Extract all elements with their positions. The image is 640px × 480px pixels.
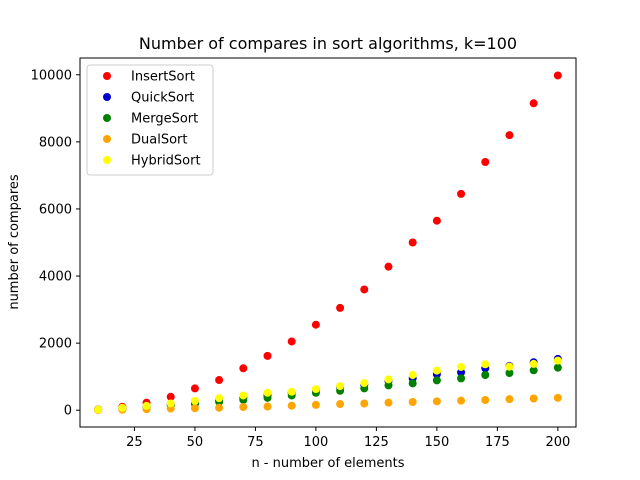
data-points xyxy=(94,71,562,415)
data-point xyxy=(481,396,490,404)
data-point xyxy=(311,385,320,394)
data-point xyxy=(239,364,248,373)
x-tick-label: 75 xyxy=(247,435,264,450)
data-point xyxy=(215,403,224,412)
data-point xyxy=(505,131,514,140)
data-point xyxy=(215,376,224,385)
x-tick-label: 200 xyxy=(545,435,570,450)
data-point xyxy=(384,398,393,407)
data-point xyxy=(190,396,199,405)
data-point xyxy=(190,384,199,393)
chart-title: Number of compares in sort algorithms, k… xyxy=(139,34,517,53)
data-point xyxy=(432,216,441,225)
x-tick-label: 175 xyxy=(485,435,510,450)
data-point xyxy=(553,356,562,365)
data-point xyxy=(263,402,272,411)
data-point xyxy=(529,366,538,375)
data-point xyxy=(481,371,490,379)
data-point xyxy=(408,398,417,407)
legend-label: QuickSort xyxy=(131,91,194,106)
y-tick-label: 10000 xyxy=(31,68,72,83)
legend-marker xyxy=(103,72,111,80)
legend: InsertSort QuickSort MergeSort DualSort Hybr… xyxy=(86,64,214,176)
y-tick-label: 6000 xyxy=(39,202,72,217)
data-point xyxy=(94,405,103,414)
data-point xyxy=(457,189,466,198)
y-tick-label: 0 xyxy=(64,404,72,419)
data-point xyxy=(505,362,514,371)
data-point xyxy=(529,359,538,368)
x-tick-label: 25 xyxy=(126,435,143,450)
data-point xyxy=(408,238,417,247)
legend-label: InsertSort xyxy=(131,70,195,85)
data-point xyxy=(481,360,490,369)
data-point xyxy=(481,157,490,166)
legend-marker xyxy=(103,135,111,143)
data-point xyxy=(384,375,393,384)
data-point xyxy=(505,368,514,377)
data-point xyxy=(529,394,538,403)
data-point xyxy=(529,99,538,108)
data-point xyxy=(287,337,296,346)
data-point xyxy=(263,388,272,397)
data-point xyxy=(166,399,175,408)
data-point xyxy=(311,320,320,329)
y-axis-label: number of compares xyxy=(7,174,22,310)
data-point xyxy=(553,393,562,402)
data-point xyxy=(432,366,441,375)
data-point xyxy=(239,391,248,400)
data-point xyxy=(142,401,151,410)
data-point xyxy=(360,399,369,408)
data-point xyxy=(336,303,345,312)
data-point xyxy=(360,379,369,388)
data-point xyxy=(360,285,369,294)
x-tick-label: 125 xyxy=(364,435,389,450)
series-hybridsort xyxy=(94,356,562,414)
data-point xyxy=(384,381,393,390)
legend-label: HybridSort xyxy=(131,154,201,169)
data-point xyxy=(408,371,417,379)
data-point xyxy=(215,394,224,403)
data-point xyxy=(432,397,441,406)
data-point xyxy=(553,71,562,80)
data-point xyxy=(263,351,272,360)
data-point xyxy=(457,396,466,405)
x-tick-label: 100 xyxy=(303,435,328,450)
data-point xyxy=(432,376,441,385)
data-point xyxy=(408,379,417,388)
data-point xyxy=(336,400,345,409)
data-point xyxy=(457,374,466,383)
data-point xyxy=(287,387,296,396)
x-axis: 25 50 75 100 125 150 175 200 xyxy=(126,427,570,450)
legend-marker xyxy=(103,156,111,164)
data-point xyxy=(336,382,345,391)
y-tick-label: 8000 xyxy=(39,135,72,150)
data-point xyxy=(457,362,466,371)
data-point xyxy=(118,403,127,412)
y-tick-label: 4000 xyxy=(39,270,72,285)
legend-box xyxy=(86,64,214,176)
data-point xyxy=(311,400,320,409)
x-tick-label: 150 xyxy=(424,435,449,450)
data-point xyxy=(190,404,199,413)
data-point xyxy=(553,363,562,372)
legend-label: MergeSort xyxy=(131,112,198,127)
y-axis: 0 2000 4000 6000 8000 10000 xyxy=(31,68,80,419)
data-point xyxy=(287,401,296,410)
data-point xyxy=(166,392,175,401)
data-point xyxy=(384,262,393,271)
legend-marker xyxy=(103,93,111,101)
plot-frame xyxy=(79,57,577,428)
data-point xyxy=(505,395,514,404)
data-point xyxy=(239,403,248,412)
y-tick-label: 2000 xyxy=(39,337,72,352)
x-axis-label: n - number of elements xyxy=(251,456,404,471)
x-tick-label: 50 xyxy=(187,435,204,450)
legend-label: DualSort xyxy=(131,133,187,148)
legend-marker xyxy=(103,114,111,122)
